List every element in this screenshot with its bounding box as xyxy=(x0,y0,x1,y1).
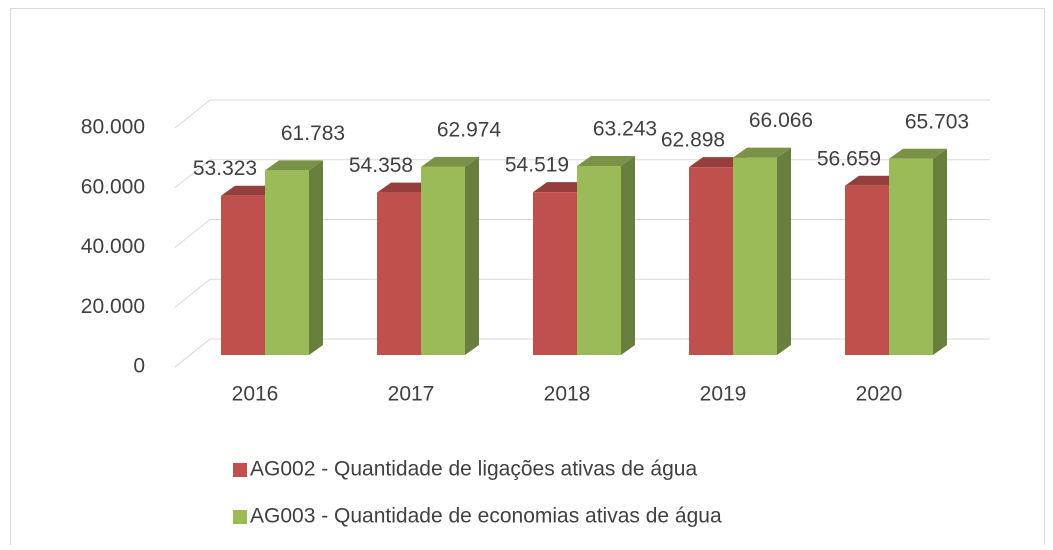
bar-face xyxy=(577,166,621,355)
x-tick-label: 2018 xyxy=(544,383,591,406)
bar-face xyxy=(377,192,421,355)
bar-face xyxy=(533,182,591,193)
bar-face xyxy=(933,148,947,355)
legend-label: AG003 - Quantidade de economias ativas d… xyxy=(250,505,722,528)
bar xyxy=(265,160,323,355)
data-label: 66.066 xyxy=(749,109,813,132)
legend-swatch xyxy=(233,510,247,524)
data-label: 63.243 xyxy=(593,118,657,141)
bar xyxy=(577,156,635,355)
bar-face xyxy=(889,148,947,159)
x-tick-label: 2016 xyxy=(232,383,279,406)
x-tick-label: 2019 xyxy=(700,383,747,406)
bar-face xyxy=(377,182,435,193)
data-label: 61.783 xyxy=(281,122,345,145)
bar-face xyxy=(733,147,791,158)
y-tick-label: 40.000 xyxy=(81,235,145,258)
bar xyxy=(421,156,479,355)
bar-face xyxy=(221,185,279,196)
bar-face xyxy=(845,175,903,186)
bar-face xyxy=(265,170,309,355)
y-tick-label: 0 xyxy=(133,355,145,378)
bar-face xyxy=(577,156,635,167)
bar-face xyxy=(221,195,265,355)
data-label: 62.974 xyxy=(437,118,502,141)
bar-face xyxy=(689,167,733,355)
bar-face xyxy=(621,156,635,355)
data-label: 53.323 xyxy=(193,157,257,180)
bar-face xyxy=(309,160,323,355)
data-label: 65.703 xyxy=(905,110,969,133)
bar-face xyxy=(689,157,747,168)
bar-face xyxy=(421,156,479,167)
data-label: 54.519 xyxy=(505,154,569,177)
bar xyxy=(733,147,791,355)
data-label: 54.358 xyxy=(349,154,413,177)
bar-face xyxy=(845,185,889,355)
bar-face xyxy=(265,160,323,171)
x-tick-label: 2017 xyxy=(388,383,435,406)
grid-line xyxy=(174,99,990,129)
bar-face xyxy=(465,156,479,355)
legend-label: AG002 - Quantidade de ligações ativas de… xyxy=(250,458,697,481)
bar-face xyxy=(889,158,933,355)
data-label: 62.898 xyxy=(661,129,725,152)
bar-face xyxy=(777,147,791,355)
y-tick-label: 20.000 xyxy=(81,295,145,318)
legend-swatch xyxy=(233,463,247,477)
y-tick-label: 80.000 xyxy=(81,116,145,139)
bar-face xyxy=(421,166,465,355)
x-tick-label: 2020 xyxy=(856,383,903,406)
bar-face xyxy=(733,157,777,355)
bar-face xyxy=(533,192,577,355)
bar xyxy=(889,148,947,355)
data-label: 56.659 xyxy=(817,147,881,170)
y-tick-label: 60.000 xyxy=(81,175,145,198)
